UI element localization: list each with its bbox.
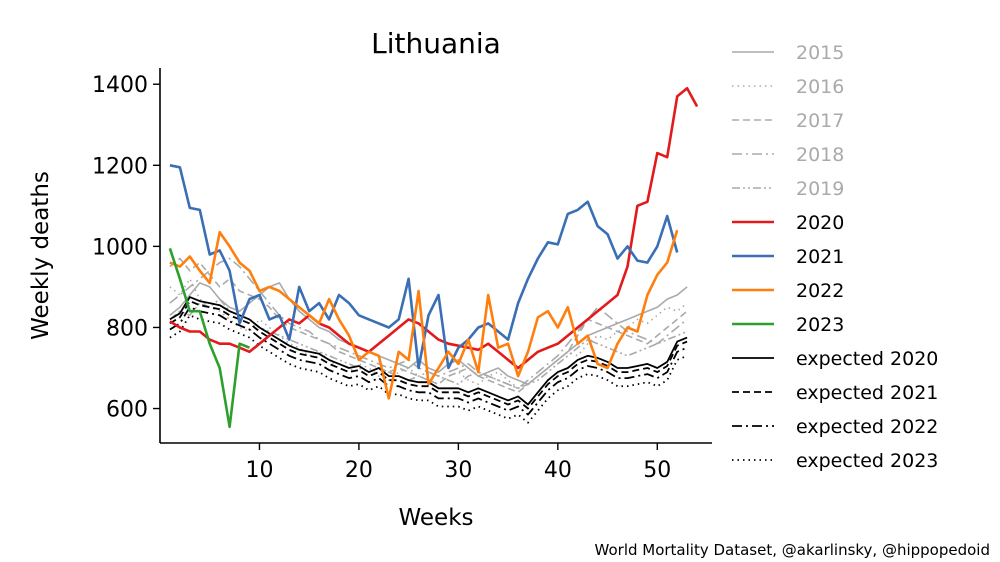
legend-label: 2022	[796, 280, 844, 302]
x-tick-label: 10	[245, 458, 273, 483]
y-tick-label: 800	[106, 316, 148, 341]
series-line-2023	[168, 247, 250, 429]
series-line-2017	[169, 257, 688, 394]
series-line-2016	[169, 277, 688, 390]
x-tick-label: 50	[643, 458, 671, 483]
series-line-expected-2021	[169, 300, 688, 410]
legend-label: 2017	[796, 110, 844, 132]
y-tick-label: 1200	[92, 154, 148, 179]
legend-label: 2023	[796, 314, 844, 336]
legend-label: 2020	[796, 212, 844, 234]
y-tick-label: 600	[106, 398, 148, 423]
legend-label: expected 2022	[796, 416, 938, 438]
x-tick-label: 20	[345, 458, 373, 483]
legend-label: 2019	[796, 178, 844, 200]
series-line-2015	[169, 282, 688, 386]
legend-label: 2021	[796, 246, 844, 268]
legend-label: expected 2021	[796, 382, 938, 404]
legend-label: expected 2023	[796, 450, 938, 472]
credit-text: World Mortality Dataset, @akarlinsky, @h…	[595, 541, 990, 559]
y-tick-label: 1000	[92, 235, 148, 260]
x-tick-label: 30	[444, 458, 472, 483]
legend-label: expected 2020	[796, 348, 938, 370]
legend-label: 2018	[796, 144, 844, 166]
legend-label: 2016	[796, 76, 844, 98]
legend-label: 2015	[796, 42, 844, 64]
chart-title: Lithuania	[371, 27, 501, 60]
x-axis-title: Weeks	[399, 505, 474, 531]
x-tick-label: 40	[544, 458, 572, 483]
y-axis-title: Weekly deaths	[28, 171, 54, 340]
series-line-2022	[169, 229, 679, 400]
series-line-expected-2022	[169, 306, 688, 416]
series-line-2020	[169, 87, 699, 370]
y-tick-label: 1400	[92, 73, 148, 98]
